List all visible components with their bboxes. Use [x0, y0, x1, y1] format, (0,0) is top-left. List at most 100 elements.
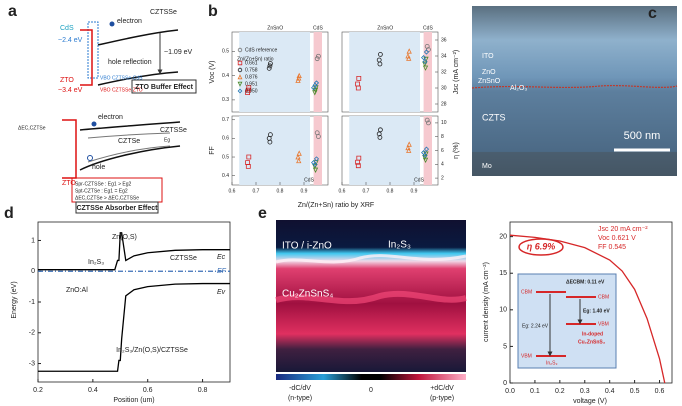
point	[377, 135, 383, 140]
y-tick-label: 0	[503, 380, 507, 387]
label: hole	[92, 164, 105, 171]
point	[424, 117, 430, 123]
x-tick-label: 0.2	[33, 387, 43, 394]
inset-label: VBM	[598, 321, 609, 327]
legend-label: 0.758	[245, 67, 258, 73]
y-tick-label: 34	[441, 53, 447, 59]
label: ~2.4 eV	[58, 37, 83, 44]
shade	[239, 116, 310, 185]
label: ZnO:Al	[66, 287, 88, 294]
colorbar-label: +dC/dV	[430, 385, 454, 392]
point	[376, 57, 382, 63]
plot-frame	[509, 221, 673, 384]
point	[422, 155, 428, 161]
layer-label: Mo	[482, 163, 492, 170]
colorbar-label: (p-type)	[430, 395, 454, 402]
series-line	[509, 234, 666, 384]
caption: ZTO Buffer Effect	[135, 84, 193, 91]
point	[422, 59, 428, 65]
y-tick-label: 1	[31, 237, 35, 244]
zto-band	[62, 119, 77, 179]
map-feature	[275, 290, 467, 305]
section-label: ZnSnO	[377, 25, 393, 31]
x-tick-label: 0.6	[143, 387, 153, 394]
y-tick-label: 36	[441, 37, 447, 43]
plot-frame	[37, 221, 231, 383]
section-label: CdS	[313, 25, 323, 31]
y-tick-label: 0.4	[222, 173, 229, 179]
x-axis-title: Position (um)	[113, 397, 154, 404]
x-tick-label: 0.6	[339, 188, 346, 194]
label: ΔEC,CZTSe	[18, 125, 46, 131]
x-tick-label: 0.5	[630, 388, 640, 395]
layer-label: ZnSnO	[478, 78, 501, 85]
y-tick-label: -2	[29, 330, 35, 337]
point	[245, 87, 251, 93]
y-tick-label: 15	[499, 270, 507, 277]
inset-label: Eg: 1.40 eV	[583, 308, 610, 314]
x-axis-title: voltage (V)	[573, 398, 607, 405]
legend-marker	[237, 67, 243, 73]
stat: FF 0.545	[598, 244, 626, 251]
point	[355, 163, 361, 169]
inset-label: ΔECBM: 0.11 eV	[566, 279, 605, 285]
colorbar-label: (n-type)	[288, 395, 312, 402]
stat: Jsc 20 mA cm⁻²	[598, 226, 648, 233]
band-line	[79, 145, 181, 171]
label: ~3.4 eV	[58, 87, 83, 94]
layer-label: CZTS	[482, 112, 506, 122]
panel-a: a CZTSSe electron CdS ~2.4 eV hole refle…	[8, 3, 197, 214]
x-tick-label: 0.4	[88, 387, 98, 394]
panel-b: b Zn/(Zn+Sn) ratio by XRF 0.3 0.4 0.5 Voc (…	[208, 3, 460, 209]
point	[378, 127, 383, 133]
point	[422, 65, 429, 71]
colorbar	[276, 374, 466, 380]
legend-label: CdS reference	[245, 47, 277, 53]
legend-marker	[237, 88, 243, 94]
point	[313, 156, 320, 162]
x-tick-label: 0.6	[229, 188, 236, 194]
legend-marker	[237, 47, 243, 53]
x-tick-label: 0.8	[277, 188, 284, 194]
panel-label: e	[258, 205, 267, 222]
zto-band	[80, 29, 93, 86]
point	[314, 56, 320, 62]
y-tick-label: 2	[441, 175, 444, 181]
legend-marker	[237, 60, 243, 66]
y-tick-label: 32	[441, 69, 447, 75]
caption: CZTSSe Absorber Effect	[76, 205, 158, 212]
x-tick-label: 0.8	[387, 188, 394, 194]
y-tick-label: -3	[29, 360, 35, 367]
label: CZTSSe	[170, 255, 197, 262]
stat: Voc 0.621 V	[598, 235, 636, 242]
shade	[239, 32, 310, 112]
legend-marker	[237, 81, 243, 87]
layer-label: ITO	[482, 53, 494, 60]
y-tick-label: 8	[441, 134, 444, 140]
shade	[313, 116, 322, 185]
band-line	[79, 121, 181, 131]
y-tick-label: -1	[29, 299, 35, 306]
note: Spr-CZTSSe : Eg1 > Eg2	[75, 181, 131, 187]
caption-box	[75, 201, 159, 214]
point	[423, 49, 430, 55]
y-tick-label: 10	[441, 120, 447, 126]
point	[422, 152, 428, 158]
layer-label: Al₂O₃	[510, 85, 527, 92]
note: ΔEC,CZTSe > ΔEC,CZTSSe	[75, 195, 139, 201]
legend-marker	[237, 74, 243, 80]
label: CZTSe	[118, 138, 140, 145]
inset-label: Eg: 2.24 eV	[522, 323, 549, 329]
point	[312, 167, 319, 173]
point	[296, 157, 302, 164]
point	[268, 61, 273, 66]
shade	[349, 32, 420, 112]
panel-label: b	[208, 3, 218, 20]
sem-image	[472, 6, 677, 176]
point	[377, 61, 383, 67]
layer-label: ZnO	[482, 69, 496, 76]
y-axis-title: FF	[209, 146, 216, 155]
x-tick-label: 0.7	[363, 188, 370, 194]
y-tick-label: 0.3	[222, 97, 229, 103]
